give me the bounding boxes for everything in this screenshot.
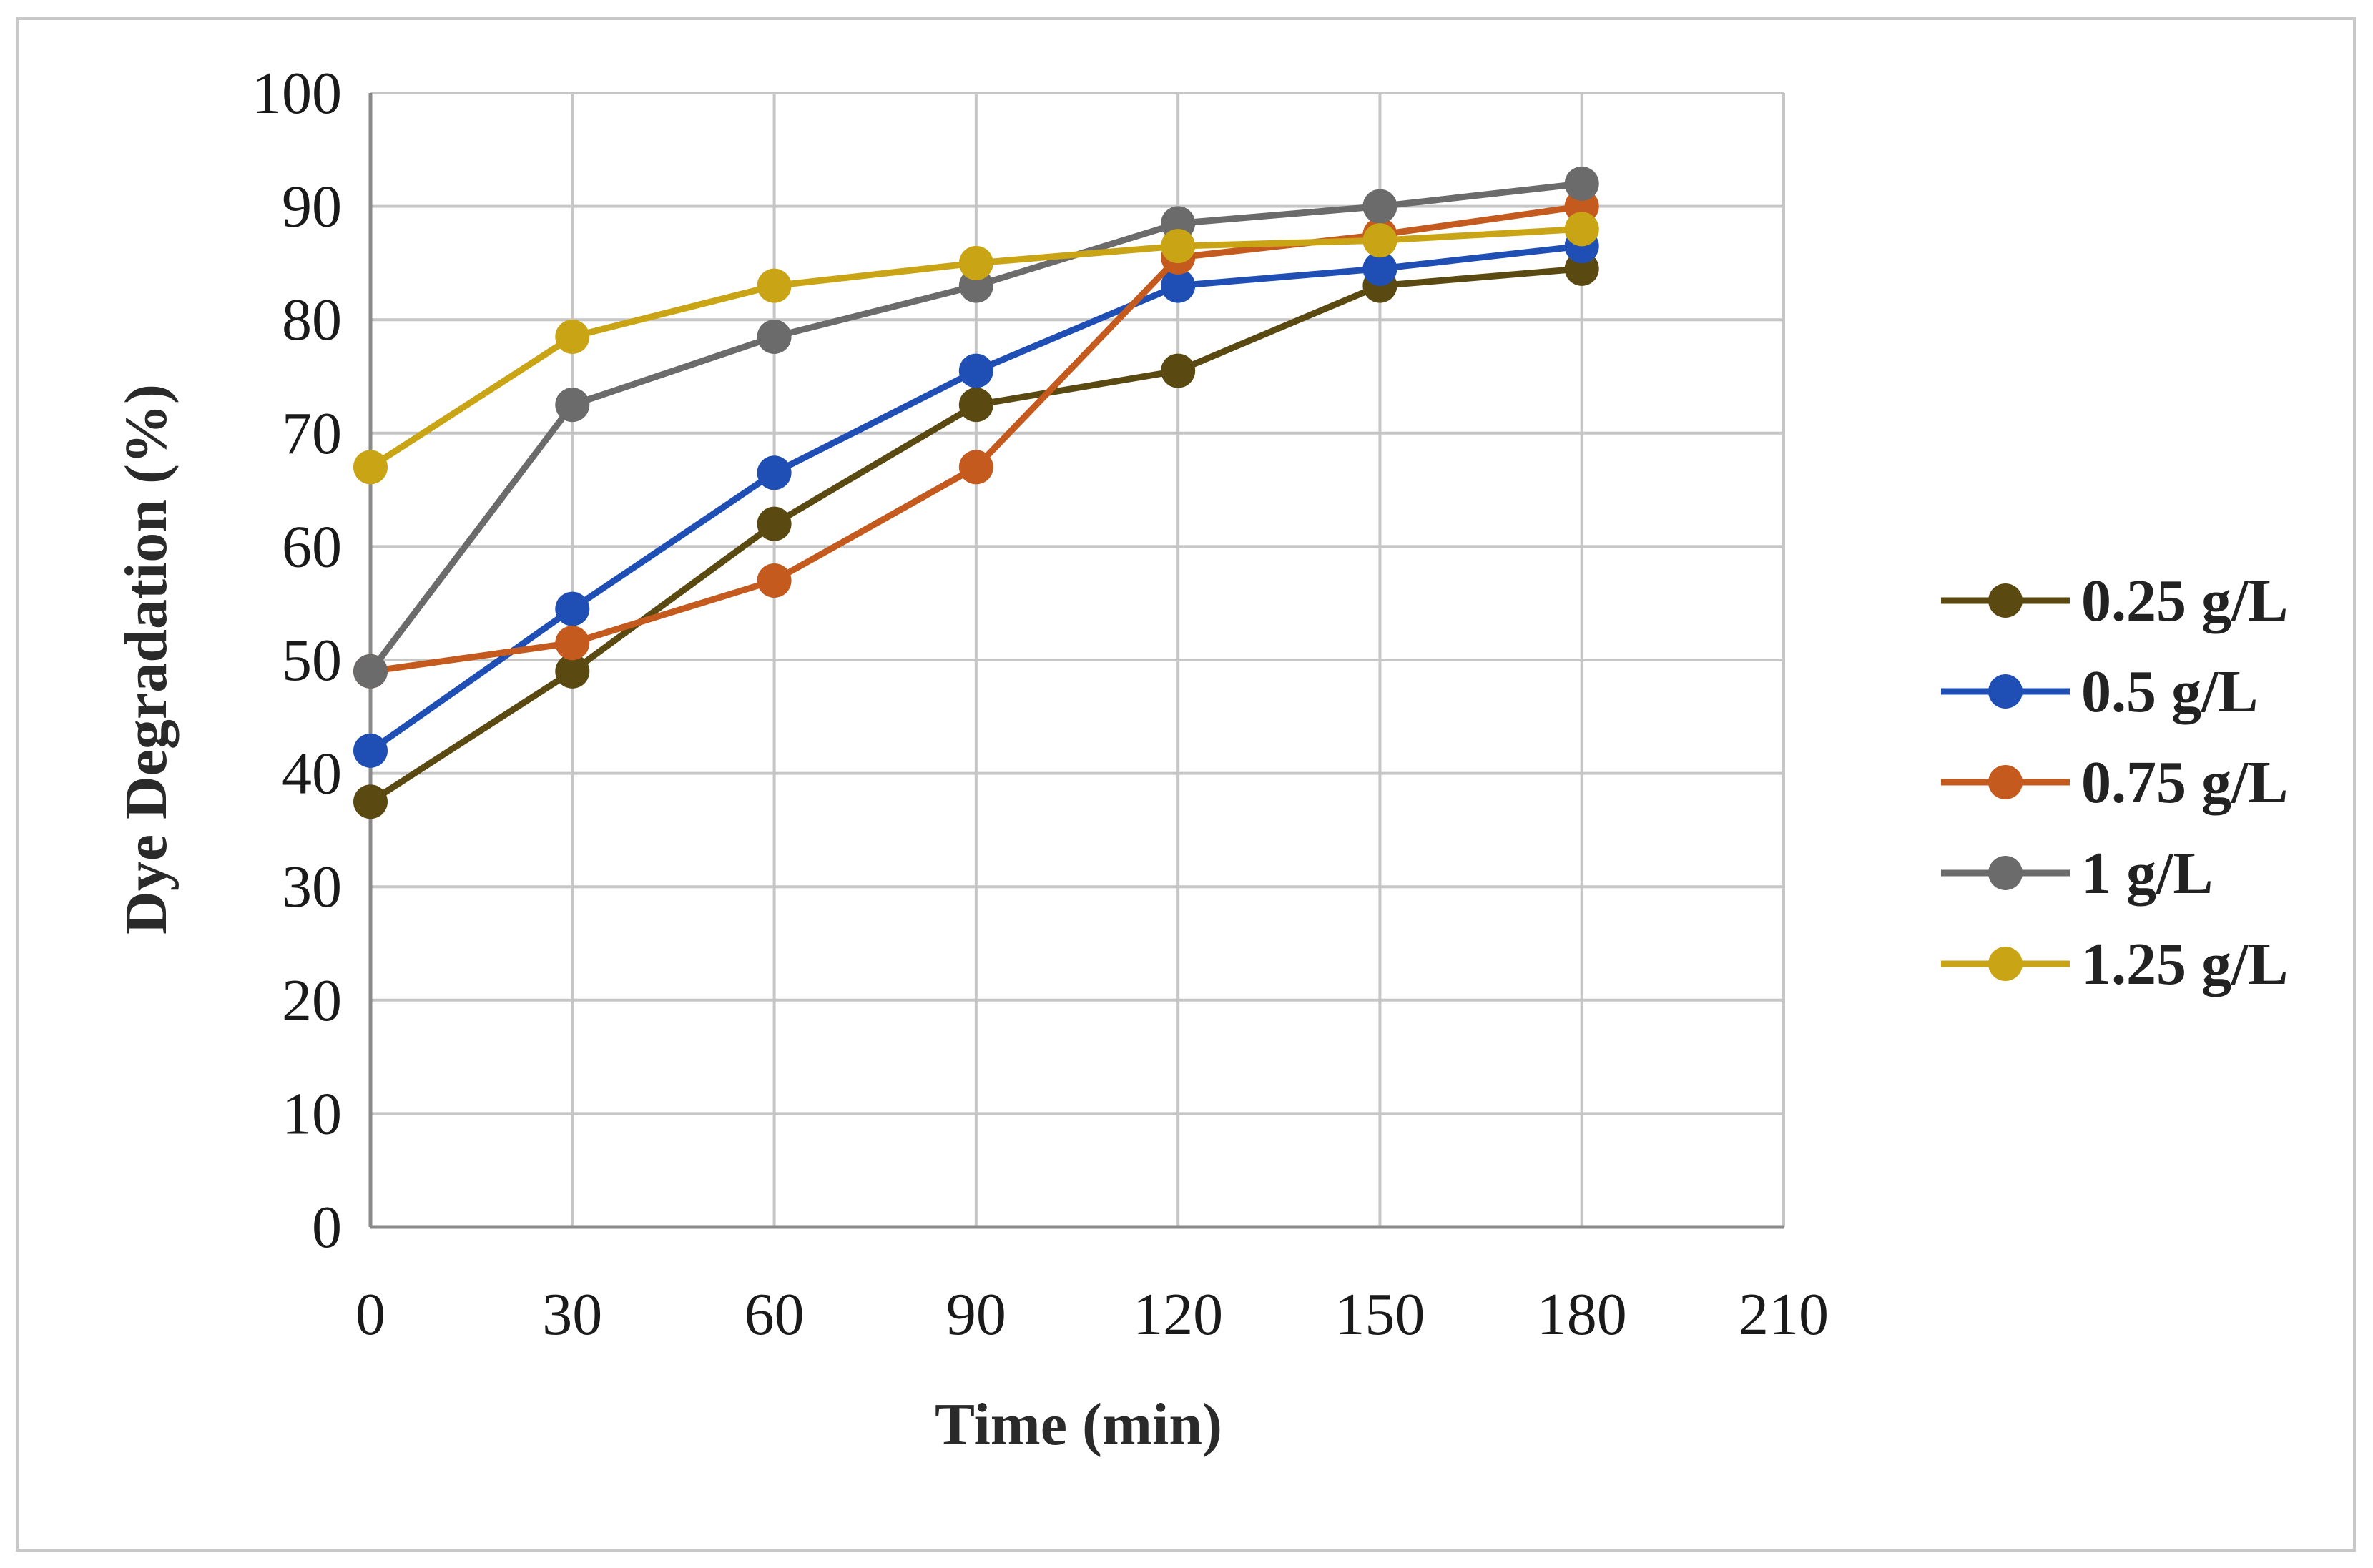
y-tick-label: 50: [282, 627, 342, 694]
legend-item: 0.25 g/L: [1941, 568, 2288, 634]
legend-marker: [1988, 947, 2023, 981]
data-point: [1564, 212, 1599, 247]
y-tick-label: 80: [282, 287, 342, 353]
data-point: [757, 319, 792, 354]
legend-marker: [1988, 583, 2023, 618]
data-point: [958, 245, 993, 280]
x-tick-label: 150: [1335, 1281, 1425, 1348]
legend-label: 0.5 g/L: [2081, 659, 2258, 725]
tick-labels: 0 10 20 30 40 50 60 70 80 90 100 0 30 60 90 120 150 180 21…: [252, 60, 1829, 1348]
x-tick-label: 210: [1739, 1281, 1829, 1348]
data-point: [958, 450, 993, 485]
data-point: [757, 506, 792, 541]
data-point: [1161, 353, 1196, 388]
legend-marker: [1988, 856, 2023, 890]
y-tick-label: 90: [282, 174, 342, 240]
legend-item: 1.25 g/L: [1941, 931, 2288, 997]
x-tick-label: 30: [542, 1281, 602, 1348]
data-point: [555, 388, 590, 423]
data-point: [555, 319, 590, 354]
data-point: [1564, 166, 1599, 201]
y-tick-label: 10: [282, 1080, 342, 1147]
data-point: [757, 268, 792, 303]
data-point: [353, 450, 388, 485]
x-tick-label: 90: [946, 1281, 1006, 1348]
legend-label: 0.25 g/L: [2081, 568, 2288, 634]
data-point: [1362, 251, 1397, 286]
data-point: [958, 353, 993, 388]
data-point: [757, 455, 792, 490]
y-tick-label: 0: [312, 1194, 342, 1261]
y-axis-title: Dye Degradation (%): [113, 384, 180, 935]
x-tick-label: 60: [745, 1281, 805, 1348]
legend-item: 1 g/L: [1941, 840, 2213, 907]
y-tick-label: 30: [282, 854, 342, 920]
data-point: [555, 591, 590, 626]
legend-item: 0.75 g/L: [1941, 749, 2288, 816]
data-series: [353, 166, 1599, 819]
y-tick-label: 20: [282, 967, 342, 1034]
data-point: [1362, 223, 1397, 258]
y-tick-label: 100: [252, 60, 342, 127]
data-point: [1161, 229, 1196, 264]
y-tick-label: 60: [282, 513, 342, 580]
y-tick-label: 70: [282, 400, 342, 467]
data-point: [555, 626, 590, 661]
data-point: [555, 654, 590, 689]
x-tick-label: 180: [1537, 1281, 1627, 1348]
data-point: [757, 563, 792, 598]
legend-marker: [1988, 674, 2023, 709]
data-point: [353, 733, 388, 768]
data-point: [353, 654, 388, 689]
y-tick-label: 40: [282, 741, 342, 807]
data-point: [958, 388, 993, 423]
legend-label: 1 g/L: [2081, 840, 2213, 907]
legend: 0.25 g/L 0.5 g/L 0.75 g/L 1 g/L 1.25 g/L: [1941, 568, 2288, 997]
x-tick-label: 0: [355, 1281, 385, 1348]
data-point: [353, 784, 388, 819]
data-point: [1161, 268, 1196, 303]
data-point: [1362, 189, 1397, 224]
legend-label: 0.75 g/L: [2081, 749, 2288, 816]
legend-marker: [1988, 765, 2023, 799]
x-axis-title: Time (min): [935, 1391, 1222, 1458]
x-tick-label: 120: [1133, 1281, 1223, 1348]
legend-label: 1.25 g/L: [2081, 931, 2288, 997]
legend-item: 0.5 g/L: [1941, 659, 2258, 725]
